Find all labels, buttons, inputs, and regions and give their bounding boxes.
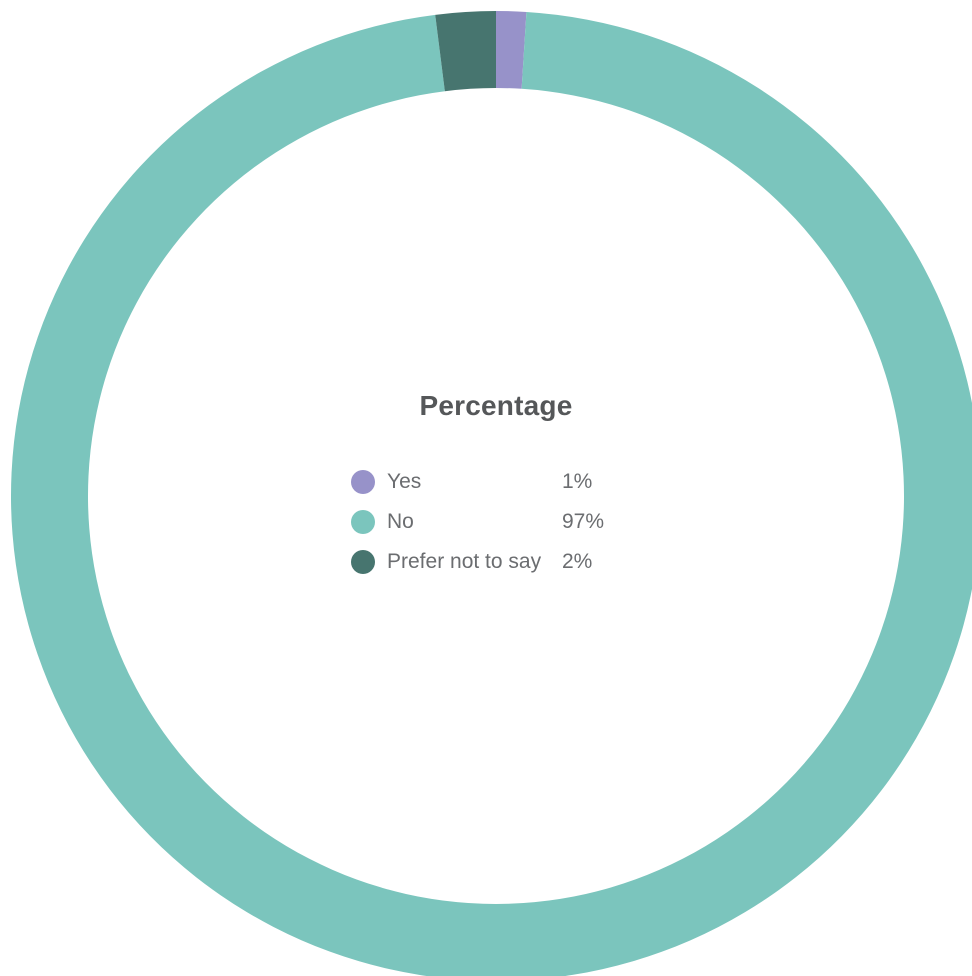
legend-swatch-yes [351,470,375,494]
legend-label-no: No [387,510,414,533]
legend: Yes 1% No 97% Prefer not to say 2% [351,462,650,582]
legend-swatch-no [351,510,375,534]
legend-label-yes: Yes [387,470,422,493]
chart-title: Percentage [419,390,573,421]
legend-value-yes: 1% [562,470,593,493]
legend-item-prefer-not-to-say[interactable]: Prefer not to say 2% [351,542,650,582]
legend-value-prefer-not-to-say: 2% [562,550,593,573]
legend-item-no[interactable]: No 97% [351,502,650,542]
slice-prefer-not-to-say[interactable] [435,11,496,92]
legend-swatch-prefer-not-to-say [351,550,375,574]
chart-center-panel: Percentage Yes 1% No 97% Prefer not to s… [340,390,650,582]
slice-yes[interactable] [496,11,527,89]
donut-slices [11,11,972,976]
legend-label-prefer-not-to-say: Prefer not to say [387,550,542,573]
legend-item-yes[interactable]: Yes 1% [351,462,650,502]
legend-value-no: 97% [562,510,605,533]
